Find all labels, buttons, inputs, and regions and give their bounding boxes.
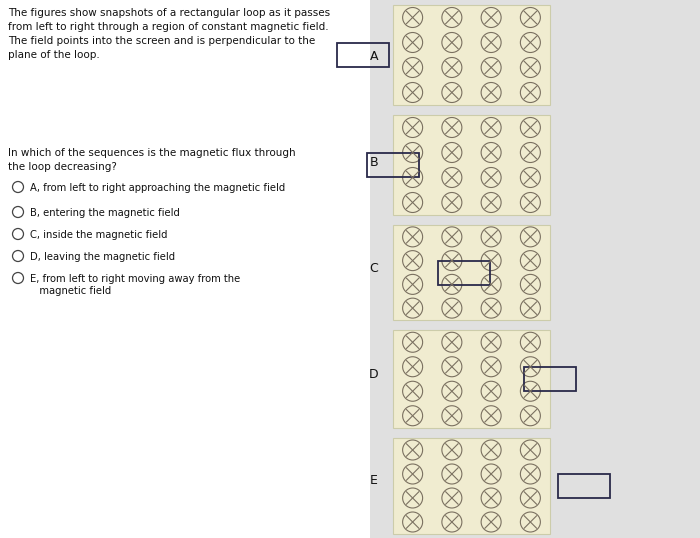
- Text: C, inside the magnetic field: C, inside the magnetic field: [30, 230, 167, 240]
- Bar: [438, 260, 489, 285]
- Bar: [370, 0, 700, 538]
- Bar: [558, 474, 610, 498]
- Text: A, from left to right approaching the magnetic field: A, from left to right approaching the ma…: [30, 183, 286, 193]
- Bar: [393, 5, 550, 105]
- Bar: [524, 367, 576, 391]
- Text: plane of the loop.: plane of the loop.: [8, 50, 99, 60]
- Bar: [393, 115, 550, 215]
- Text: magnetic field: magnetic field: [30, 286, 111, 296]
- Bar: [393, 330, 550, 428]
- Bar: [337, 43, 389, 67]
- Text: B, entering the magnetic field: B, entering the magnetic field: [30, 208, 180, 218]
- Text: E, from left to right moving away from the: E, from left to right moving away from t…: [30, 274, 240, 284]
- Text: C: C: [370, 263, 378, 275]
- Text: E: E: [370, 475, 378, 487]
- Bar: [367, 153, 419, 177]
- Text: the loop decreasing?: the loop decreasing?: [8, 162, 117, 172]
- Text: B: B: [370, 157, 378, 169]
- Text: from left to right through a region of constant magnetic field.: from left to right through a region of c…: [8, 22, 328, 32]
- Text: The field points into the screen and is perpendicular to the: The field points into the screen and is …: [8, 36, 315, 46]
- Bar: [393, 225, 550, 320]
- Bar: [393, 438, 550, 534]
- Text: D, leaving the magnetic field: D, leaving the magnetic field: [30, 252, 175, 262]
- Text: A: A: [370, 51, 378, 63]
- Text: The figures show snapshots of a rectangular loop as it passes: The figures show snapshots of a rectangu…: [8, 8, 330, 18]
- Text: D: D: [368, 369, 378, 381]
- Text: In which of the sequences is the magnetic flux through: In which of the sequences is the magneti…: [8, 148, 295, 158]
